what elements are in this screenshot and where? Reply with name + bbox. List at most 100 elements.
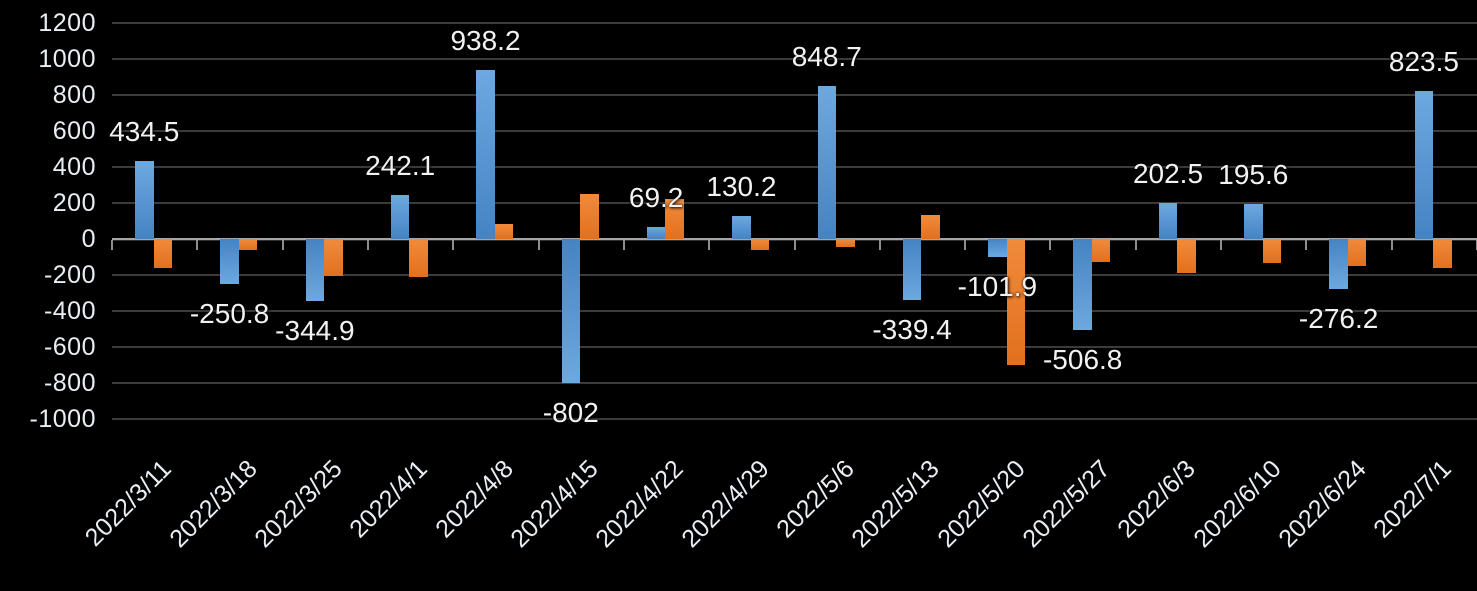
bar-orange [1433,239,1452,268]
data-label: 69.2 [628,181,684,213]
axis-tick [366,240,369,250]
data-label: 242.1 [365,150,436,182]
data-label: 823.5 [1388,45,1459,77]
x-axis-tick-label: 2022/3/11 [80,454,178,552]
gridline [112,310,1477,312]
bar-blue [732,215,751,239]
y-axis-tick-label: 1200 [38,9,96,37]
gridline [112,418,1477,420]
y-axis-tick-label: 800 [52,81,96,109]
data-label: -344.9 [275,315,355,347]
bar-blue [390,195,410,239]
y-axis-tick-label: -800 [43,369,96,397]
bar-blue [220,239,239,285]
y-axis-tick-label: 0 [81,225,96,253]
bar-orange [494,223,514,239]
bar-blue [1158,202,1178,239]
gridline [112,58,1477,60]
gridline [112,274,1477,276]
axis-tick [622,240,625,250]
gridline [112,346,1477,348]
bar-blue [476,70,495,239]
gridline [112,202,1477,204]
bar-orange [580,194,599,239]
bar-blue [561,239,581,384]
data-label: 202.5 [1132,157,1204,189]
x-axis-tick-label: 2022/3/18 [164,454,263,554]
data-label: 434.5 [109,115,180,147]
bar-orange [324,239,343,276]
bar-orange [153,239,172,268]
axis-tick [196,240,199,250]
bar-orange [1006,239,1026,365]
data-label: -802 [542,397,599,429]
data-label: -276.2 [1298,302,1379,334]
x-axis-tick-label: 2022/7/1 [1368,454,1457,544]
gridline [112,382,1477,384]
data-label: 938.2 [450,25,521,57]
bar-orange [1091,239,1111,262]
axis-tick [1390,240,1393,250]
y-axis-tick-label: 400 [52,153,96,181]
gridline [112,130,1477,132]
bar-blue [988,239,1007,258]
axis-tick [793,240,796,250]
gridline [112,166,1477,168]
data-label: -101.9 [957,271,1038,303]
x-axis-tick-label: 2022/6/10 [1187,454,1287,554]
axis-tick [1134,240,1137,250]
bar-blue [305,239,325,302]
axis-tick [1049,240,1052,250]
bar-blue [1244,203,1263,239]
axis-tick [111,240,113,250]
bar-orange [921,214,940,239]
x-axis-tick-label: 2022/5/27 [1017,454,1116,554]
y-axis-tick-label: 200 [52,189,96,217]
axis-tick [1220,240,1223,250]
bar-orange [750,239,770,250]
bar-blue [817,86,836,239]
axis-tick [964,240,967,250]
x-axis-tick-label: 2022/3/25 [249,454,348,554]
x-axis-tick-label: 2022/5/20 [931,454,1031,554]
axis-tick [708,240,711,250]
bar-orange [409,239,428,277]
x-axis-tick-label: 2022/4/29 [675,454,775,554]
x-axis-tick-label: 2022/5/13 [846,454,945,554]
bar-blue [135,160,154,239]
x-axis-tick-label: 2022/6/24 [1273,454,1372,554]
bar-blue [902,239,922,301]
bar-orange [1347,239,1367,266]
x-axis-tick-label: 2022/4/22 [590,454,690,554]
gridline [112,22,1477,24]
axis-tick [878,240,881,250]
data-label: 130.2 [706,170,777,202]
data-label: 195.6 [1218,158,1289,190]
y-axis-tick-label: -400 [43,297,96,325]
bar-orange [238,239,258,250]
bar-orange [1177,239,1196,274]
zero-axis-line [112,238,1477,240]
bar-orange [836,239,855,248]
axis-tick [1305,240,1308,250]
bar-orange [1262,239,1282,264]
bar-blue [1329,239,1348,289]
x-axis-tick-label: 2022/4/1 [344,454,434,544]
bar-orange [665,199,684,239]
bar-blue [646,226,666,239]
axis-tick [537,240,540,250]
bar-blue [1073,239,1092,331]
data-label: -339.4 [872,314,952,346]
x-axis-tick-label: 2022/4/15 [505,454,604,554]
y-axis-tick-label: -200 [43,261,96,289]
data-label: 848.7 [791,41,862,73]
bar-blue [1414,90,1434,239]
y-axis-tick-label: 600 [52,117,96,145]
gridline [112,94,1477,96]
axis-tick [452,240,455,250]
y-axis-tick-label: -600 [43,333,96,361]
y-axis-tick-label: 1000 [38,45,96,73]
y-axis-tick-label: -1000 [29,405,96,433]
data-label: -250.8 [189,298,270,330]
data-label: -506.8 [1042,344,1123,376]
